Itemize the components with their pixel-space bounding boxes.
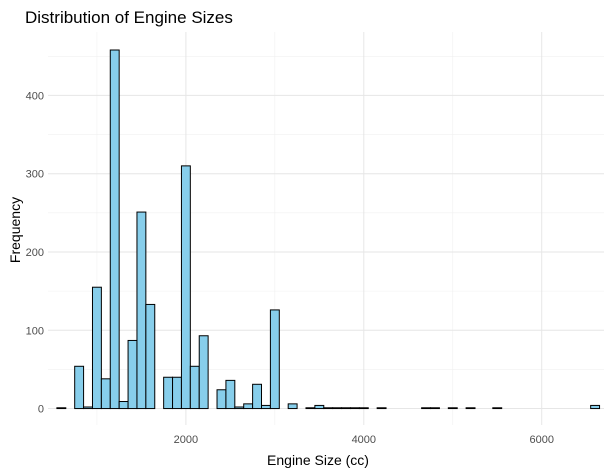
x-axis-ticks: 2000 4000 6000 — [174, 434, 554, 446]
histogram-bar — [305, 407, 316, 410]
histogram-bar — [118, 401, 129, 410]
histogram-bar — [189, 365, 200, 410]
x-axis-title: Engine Size (cc) — [267, 452, 369, 468]
histogram-bar — [430, 407, 440, 410]
histogram-bar — [198, 335, 209, 410]
histogram-bar — [225, 379, 236, 410]
histogram-bar — [465, 407, 476, 410]
histogram-bar — [590, 404, 601, 410]
chart-title: Distribution of Engine Sizes — [25, 8, 233, 27]
histogram-bar — [100, 378, 111, 410]
y-tick-label: 0 — [38, 404, 44, 416]
y-axis-ticks: 0 100 200 300 400 — [26, 90, 44, 415]
histogram-bar — [234, 406, 245, 410]
histogram-bar — [332, 407, 343, 410]
histogram-bar — [216, 389, 227, 410]
y-axis-title: Frequency — [7, 197, 23, 263]
histogram-bar — [376, 407, 387, 410]
histogram-bar — [269, 309, 280, 410]
histogram-bar — [145, 303, 156, 410]
histogram-bar — [83, 406, 93, 410]
histogram-bar — [136, 211, 147, 410]
histogram-bar — [492, 407, 503, 410]
y-tick-label: 300 — [26, 169, 44, 181]
x-tick-label: 6000 — [529, 434, 553, 446]
y-tick-label: 200 — [26, 247, 44, 259]
histogram-bar — [261, 404, 271, 410]
histogram-bar — [252, 383, 263, 410]
histogram-bar — [447, 407, 458, 410]
x-tick-label: 4000 — [352, 434, 376, 446]
histogram-bar — [358, 407, 369, 410]
x-tick-label: 2000 — [174, 434, 198, 446]
histogram-bar — [421, 407, 432, 410]
histogram-bar — [109, 49, 120, 410]
y-tick-label: 400 — [26, 90, 44, 102]
histogram-bar — [172, 376, 182, 410]
y-tick-label: 100 — [26, 325, 44, 337]
histogram-bar — [341, 407, 351, 410]
histogram-bar — [56, 407, 67, 410]
histogram-bar — [287, 403, 298, 410]
histogram-bar — [163, 376, 174, 410]
histogram-bar — [74, 365, 85, 410]
histogram-bar — [243, 403, 254, 410]
histogram-bar — [91, 286, 102, 410]
histogram-bar — [314, 404, 325, 410]
histogram-bar — [323, 407, 334, 410]
histogram-bars — [56, 49, 601, 410]
histogram-bar — [127, 339, 138, 410]
histogram-bar — [349, 407, 360, 410]
histogram-bar — [180, 165, 191, 410]
